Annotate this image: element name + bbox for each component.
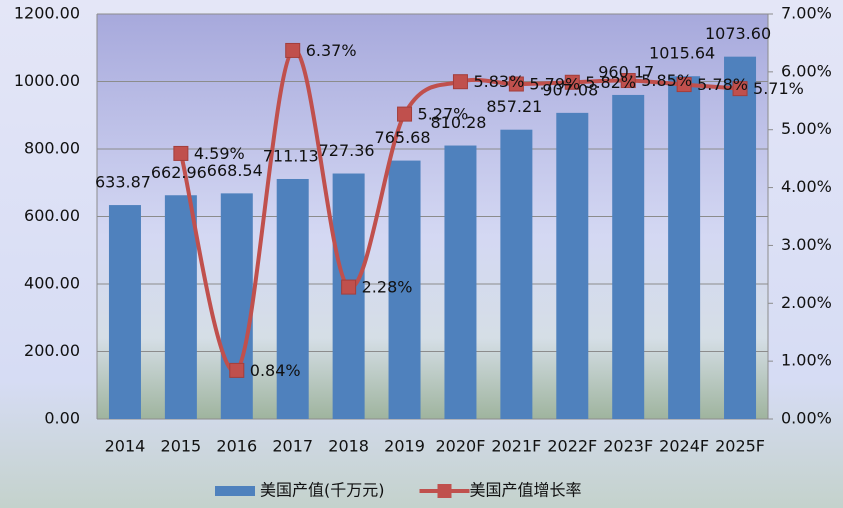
y-tick-label: 1000.00 [14, 71, 80, 90]
y2-tick-label: 6.00% [781, 61, 832, 80]
bar-value-label: 907.08 [542, 80, 598, 99]
y2-tick-label: 4.00% [781, 177, 832, 196]
x-tick-label: 2018 [328, 437, 369, 456]
line-value-label: 6.37% [306, 41, 357, 60]
line-marker [452, 74, 468, 90]
line-value-label: 4.59% [194, 144, 245, 163]
line [178, 48, 741, 374]
legend-label: 美国产值(千万元) [260, 481, 385, 500]
bar-value-label: 633.87 [95, 173, 151, 192]
legend: 美国产值(千万元) 美国产值增长率 [215, 481, 582, 500]
bar-value-label: 960.17 [598, 62, 654, 81]
bar [556, 112, 589, 419]
bar [388, 160, 421, 419]
x-tick-label: 2019 [384, 437, 425, 456]
bar-value-label: 711.13 [263, 146, 319, 165]
x-tick-label: 2021F [491, 437, 541, 456]
line-value-label: 2.28% [362, 278, 413, 297]
line-marker [732, 81, 748, 97]
line-value-label: 5.27% [418, 105, 469, 124]
line-marker [620, 73, 636, 89]
line-marker [229, 362, 245, 378]
bar [276, 178, 309, 419]
line-marker [564, 74, 580, 90]
y-tick-label: 0.00 [44, 409, 80, 428]
bar [612, 94, 645, 419]
line-marker [173, 145, 189, 161]
line-marker [676, 77, 692, 93]
y-tick-label: 600.00 [24, 206, 80, 225]
y-tick-label: 200.00 [24, 341, 80, 360]
bar [500, 129, 533, 419]
x-tick-label: 2023F [603, 437, 653, 456]
line-marker [341, 279, 357, 295]
bar-value-label: 1073.60 [705, 24, 771, 43]
bar [108, 205, 141, 419]
bar-value-label: 857.21 [486, 97, 542, 116]
line-marker [508, 76, 524, 92]
y2-tick-label: 2.00% [781, 293, 832, 312]
bar-value-label: 765.68 [375, 128, 431, 147]
x-tick-label: 2014 [105, 437, 146, 456]
y2-tick-label: 5.00% [781, 119, 832, 138]
y2-tick-label: 1.00% [781, 351, 832, 370]
bar-value-label: 727.36 [319, 141, 375, 160]
y2-tick-label: 0.00% [781, 409, 832, 428]
line-marker [285, 42, 301, 58]
bar-value-label: 668.54 [207, 161, 263, 180]
bar [220, 193, 253, 419]
y-tick-label: 1200.00 [14, 4, 80, 23]
bar-value-label: 1015.64 [649, 44, 715, 63]
bar [164, 195, 197, 419]
y-tick-label: 400.00 [24, 274, 80, 293]
line-value-label: 5.85% [641, 71, 692, 90]
x-tick-label: 2016 [216, 437, 257, 456]
bar-value-label: 662.96 [151, 163, 207, 182]
bar [668, 76, 701, 419]
legend-swatch [437, 484, 452, 498]
legend-label: 美国产值增长率 [470, 481, 582, 500]
line-value-label: 5.71% [753, 79, 804, 98]
x-tick-label: 2025F [715, 437, 765, 456]
x-tick-label: 2017 [272, 437, 313, 456]
line-marker [397, 106, 413, 122]
line-value-label: 5.79% [529, 75, 580, 94]
x-tick-label: 2015 [161, 437, 202, 456]
line-value-label: 5.82% [585, 73, 636, 92]
y-tick-label: 800.00 [24, 139, 80, 158]
bar [724, 56, 757, 419]
x-tick-label: 2022F [547, 437, 597, 456]
line-value-label: 5.78% [697, 75, 748, 94]
y2-tick-label: 7.00% [781, 4, 832, 23]
x-tick-label: 2024F [659, 437, 709, 456]
line-value-label: 0.84% [250, 361, 301, 380]
x-tick-label: 2020F [435, 437, 485, 456]
line-value-label: 5.83% [473, 72, 524, 91]
bar [444, 145, 477, 419]
bar [332, 173, 365, 419]
legend-swatch [215, 486, 255, 496]
y2-tick-label: 3.00% [781, 235, 832, 254]
bar-value-label: 810.28 [430, 113, 486, 132]
